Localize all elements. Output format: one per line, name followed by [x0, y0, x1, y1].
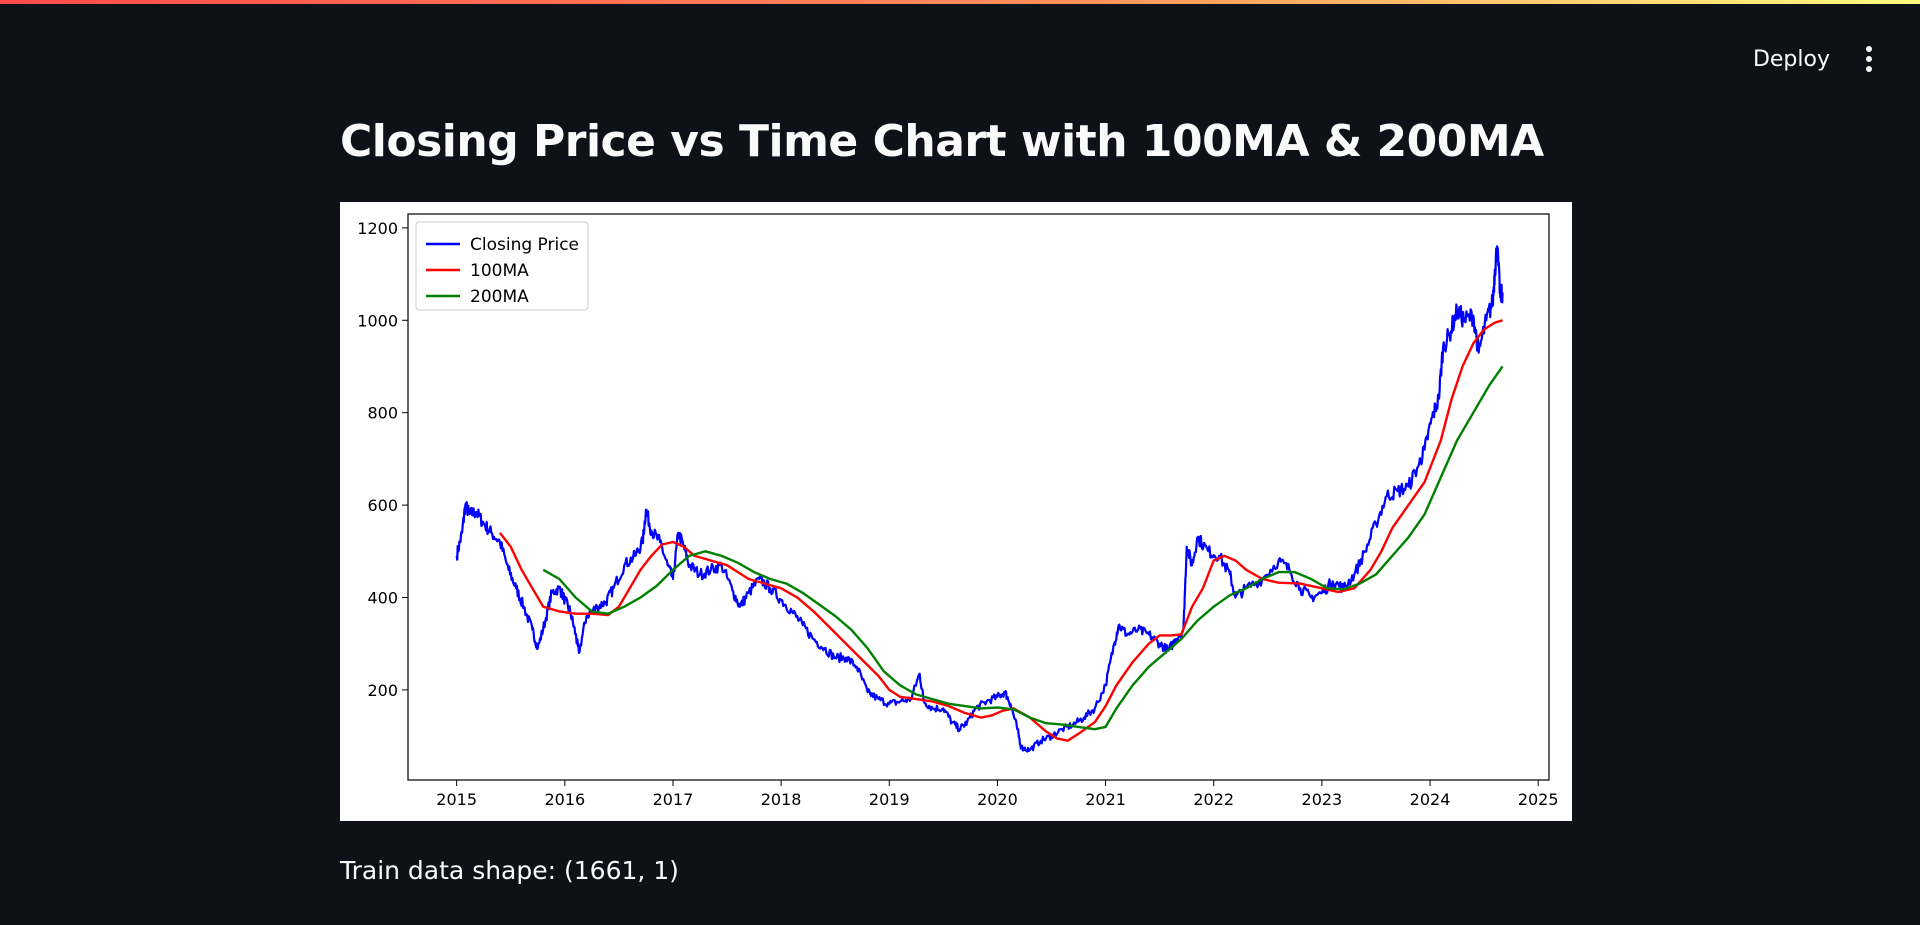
x-tick-label: 2021 [1085, 790, 1126, 809]
x-tick-label: 2025 [1518, 790, 1559, 809]
x-tick-label: 2015 [436, 790, 477, 809]
x-tick-label: 2020 [977, 790, 1018, 809]
kebab-menu-icon[interactable] [1864, 46, 1874, 72]
y-tick-label: 1200 [357, 219, 398, 238]
header-actions: Deploy [1753, 46, 1874, 72]
y-tick-label: 800 [367, 404, 398, 423]
legend-label: 100MA [470, 261, 529, 281]
plot-area-frame [407, 213, 1550, 781]
x-tick-label: 2022 [1193, 790, 1234, 809]
x-tick-label: 2023 [1302, 790, 1343, 809]
chart-legend: Closing Price 100MA 200MA [415, 221, 589, 311]
y-tick-label: 1000 [357, 311, 398, 330]
x-tick-label: 2018 [761, 790, 802, 809]
y-tick-label: 400 [367, 588, 398, 607]
legend-label: Closing Price [470, 235, 579, 255]
closing-price-chart: 2015 2016 2017 2018 2019 2020 2021 2022 2023 2024… [357, 213, 1559, 809]
kebab-dot [1866, 56, 1872, 62]
series-line-200ma [542, 365, 1504, 731]
x-tick-label: 2017 [653, 790, 694, 809]
y-tick-label: 600 [367, 496, 398, 515]
x-tick-label: 2024 [1410, 790, 1451, 809]
page-title: Closing Price vs Time Chart with 100MA &… [340, 116, 1544, 167]
deploy-button[interactable]: Deploy [1752, 46, 1830, 72]
x-tick-label: 2016 [544, 790, 585, 809]
x-tick-label: 2019 [869, 790, 910, 809]
y-tick-label: 200 [367, 681, 398, 700]
kebab-dot [1866, 46, 1872, 52]
chart-figure: 2015 2016 2017 2018 2019 2020 2021 2022 2023 2024… [340, 202, 1572, 821]
train-data-shape: Train data shape: (1661, 1) [340, 856, 679, 885]
top-decoration-bar [0, 0, 1920, 4]
kebab-dot [1866, 66, 1872, 72]
series-line-closing-price [455, 245, 1504, 753]
legend-label: 200MA [470, 287, 529, 307]
